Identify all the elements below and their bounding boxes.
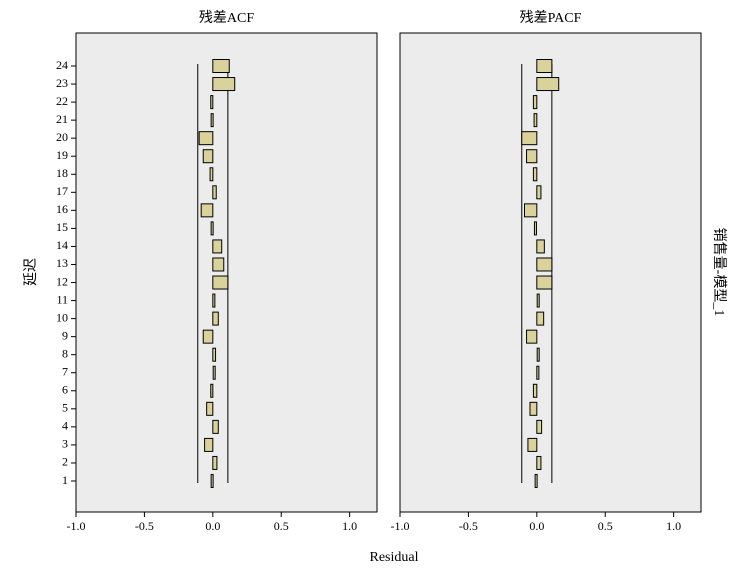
y-tick-label: 17 [56,184,68,198]
bar-lag-1 [534,474,538,488]
y-tick-label: 9 [62,328,68,342]
x-tick-label: -0.5 [135,519,154,533]
y-tick-label: 24 [56,58,68,72]
bar-lag-8 [212,347,217,362]
y-tick-label: 22 [56,94,68,108]
panel-acf: 残差ACF-1.0 -0.5 0.0 0.5 1.0123456789101112131… [56,10,378,533]
y-tick-label: 10 [56,310,68,324]
y-tick-label: 4 [62,419,68,433]
bar-lag-17 [536,185,542,200]
y-tick-label: 6 [62,383,68,397]
bar-lag-13 [536,257,553,272]
bar-lag-15 [210,221,214,236]
y-tick-label: 23 [56,76,68,90]
panel-pacf: 残差PACF -1.0 -0.5 0.0 0.5 1.0 [391,10,702,533]
bar-lag-9 [202,329,214,344]
y-tick-label: 20 [56,130,68,144]
y-axis-title: 延迟 [23,258,39,286]
panels-layer: 残差ACF-1.0 -0.5 0.0 0.5 1.0123456789101112131… [56,10,702,533]
bar-lag-16 [200,203,214,218]
bar-lag-1 [210,474,214,488]
bar-lag-11 [536,293,540,308]
bar-lag-22 [210,95,214,110]
bar-lag-13 [212,257,225,272]
plot-area [75,32,378,513]
panel-title: 残差PACF [520,10,582,26]
y-tick-label: 15 [56,220,68,234]
x-axis-title: Residual [370,550,419,565]
x-tick-label: 0.5 [274,519,289,533]
bar-lag-10 [212,311,219,326]
plot-area [399,32,702,513]
bar-lag-12 [536,275,553,290]
bar-lag-19 [202,149,214,164]
bar-lag-12 [212,275,229,290]
bar-lag-2 [536,455,542,470]
y-tick-label: 2 [62,455,68,469]
x-tick-label: 1.0 [666,519,681,533]
bar-lag-23 [212,77,236,92]
x-tick-label: -1.0 [391,519,410,533]
bar-lag-9 [526,329,538,344]
y-tick-label: 16 [56,202,68,216]
y-tick-label: 11 [56,292,68,306]
row-title: 销售量-模型_1 [711,228,727,317]
y-tick-label: 21 [56,112,68,126]
bar-lag-4 [536,419,543,434]
bar-lag-14 [536,239,545,254]
y-tick-label: 13 [56,256,68,270]
y-tick-label: 19 [56,148,68,162]
bar-lag-3 [527,437,538,452]
bar-lag-24 [212,59,230,73]
bar-lag-3 [204,437,214,452]
bar-lag-6 [532,383,538,398]
y-tick-label: 3 [62,437,68,451]
bar-lag-23 [536,77,560,92]
bar-lag-21 [533,113,538,128]
bar-lag-24 [536,59,553,73]
x-tick-label: 0.0 [205,519,220,533]
bar-lag-6 [210,383,214,398]
bar-lag-16 [524,203,538,218]
bar-lag-15 [533,221,537,236]
y-tick-label: 12 [56,274,68,288]
bar-lag-5 [529,401,538,416]
y-tick-label: 5 [62,401,68,415]
bar-lag-4 [212,419,219,434]
bar-lag-17 [212,185,217,200]
bar-lag-7 [536,365,540,380]
x-tick-label: 0.0 [529,519,544,533]
bar-lag-18 [209,167,214,182]
bar-lag-5 [206,401,214,416]
y-tick-label: 18 [56,166,68,180]
bar-lag-2 [212,455,218,470]
bar-lag-11 [212,293,216,308]
panel-title: 残差ACF [199,10,254,26]
x-tick-label: -1.0 [67,519,86,533]
x-tick-label: -0.5 [459,519,478,533]
y-tick-label: 1 [62,473,68,487]
x-tick-label: 1.0 [342,519,357,533]
bar-lag-10 [536,311,545,326]
bar-lag-14 [212,239,223,254]
bar-lag-20 [521,131,538,146]
bar-lag-20 [198,131,214,146]
bar-lag-7 [212,365,216,380]
y-tick-label: 14 [56,238,68,252]
y-tick-label: 7 [62,364,68,378]
bar-lag-22 [532,95,538,110]
bar-lag-18 [532,167,538,182]
x-tick-label: 0.5 [598,519,613,533]
bar-lag-21 [210,113,214,128]
y-tick-label: 8 [62,346,68,360]
bar-lag-8 [536,347,540,362]
bar-lag-19 [526,149,538,164]
